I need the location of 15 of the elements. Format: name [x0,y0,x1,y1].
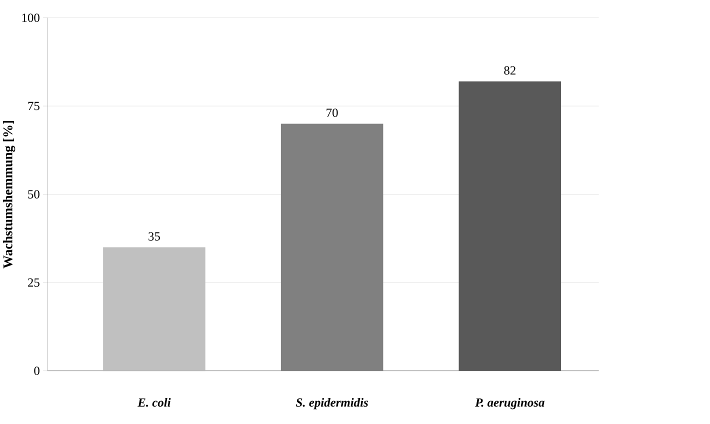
bar [103,247,206,371]
y-axis-title: Wachstumshemmung [%] [2,120,16,268]
y-tick-label: 100 [22,14,40,22]
bar [280,124,384,371]
x-tick-label: S. epidermidis [296,398,368,410]
data-label: 70 [326,108,338,117]
y-tick-label: 0 [34,366,40,375]
y-tick-label: 50 [28,190,40,198]
x-tick-label: P. aeruginosa [475,398,544,410]
y-tick-label: 25 [28,278,40,287]
x-tick-label: E. coli [138,398,171,407]
y-tick-label: 75 [28,102,40,110]
data-label: 35 [148,232,160,240]
bar [458,81,562,371]
data-label: 82 [504,66,516,75]
